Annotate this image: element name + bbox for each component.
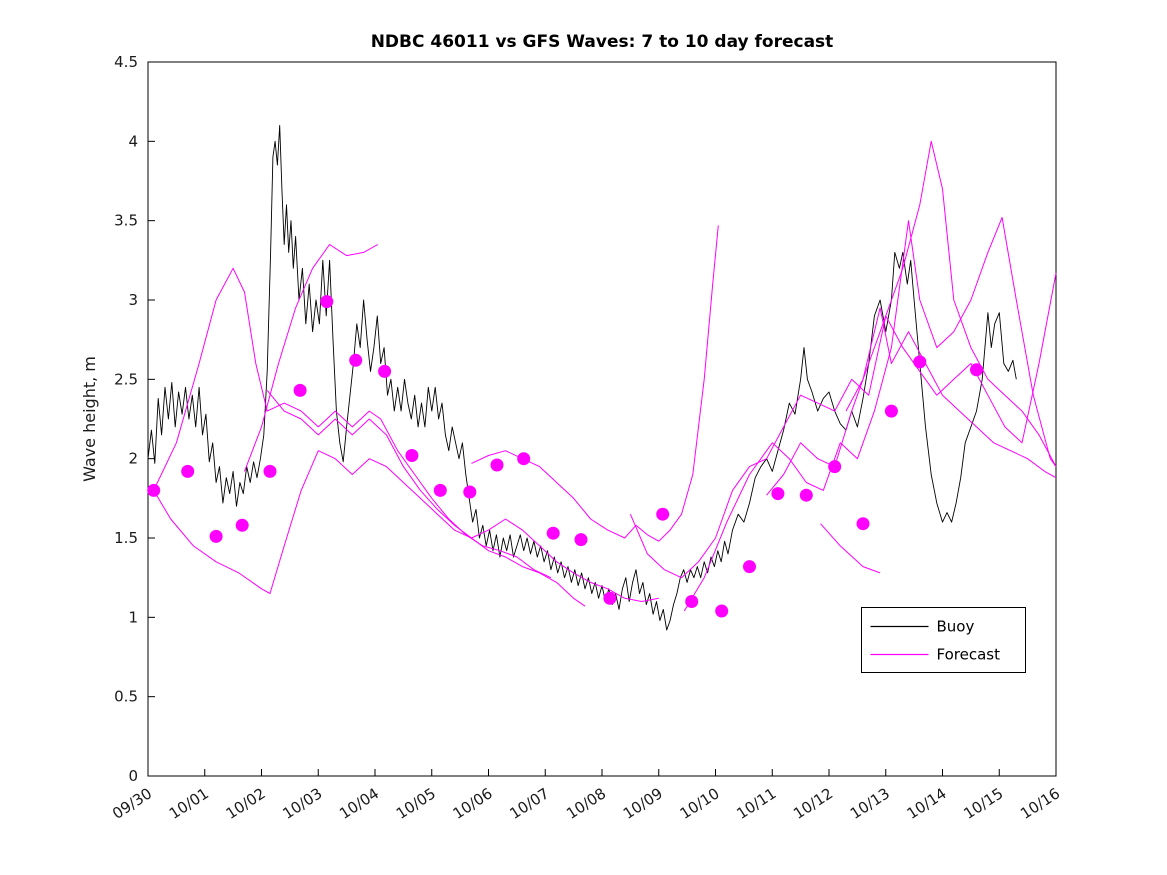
y-axis-label: Wave height, m [80,356,99,482]
forecast-marker [603,591,617,605]
x-tick-label: 10/04 [336,784,382,823]
x-tick-label: 10/13 [847,784,893,823]
x-tick-label: 10/01 [166,784,212,823]
x-tick-label: 10/10 [677,784,723,823]
forecast-marker [517,452,531,466]
y-tick-label: 3.5 [114,212,138,230]
x-tick-label: 10/08 [563,784,609,823]
forecast-line [266,390,659,602]
y-tick-label: 1 [128,608,138,626]
forecast-marker [743,560,756,574]
forecast-marker [320,295,334,309]
forecast-marker [263,464,277,478]
x-tick-label: 10/07 [506,784,552,823]
forecast-marker [147,483,161,497]
forecast-marker [181,464,195,478]
x-tick-label: 10/14 [904,784,950,823]
forecast-line [244,244,379,472]
forecast-marker [405,449,419,462]
forecast-marker [685,595,699,608]
forecast-line [629,140,1057,579]
legend-label: Buoy [937,618,975,636]
x-tick-label: 10/06 [450,784,496,823]
forecast-line [820,523,881,574]
y-tick-label: 4.5 [114,53,138,71]
forecast-line [153,450,586,607]
forecast-marker [463,485,477,499]
buoy-line [147,125,1017,631]
plot-area: 09/30 10/01 10/02 10/03 10/04 10/05 10/06 10/07… [109,53,1063,823]
y-tick-label: 3 [128,291,138,309]
forecast-marker [856,517,870,531]
forecast-marker [771,487,785,501]
forecast-marker [293,383,307,397]
forecast-marker [209,529,223,543]
x-tick-label: 10/12 [790,784,836,823]
y-tick-label: 1.5 [114,529,138,547]
y-tick-label: 2 [128,450,138,468]
x-tick-label: 10/02 [223,784,269,823]
forecast-marker [715,604,729,618]
forecast-line [766,272,1057,496]
forecast-marker [574,533,588,547]
y-tick-label: 0.5 [114,688,138,706]
forecast-marker [970,363,983,377]
forecast-marker [913,355,927,369]
x-tick-label: 10/09 [620,784,666,823]
x-tick-label: 10/11 [733,784,779,823]
x-tick-label: 10/03 [279,784,325,823]
forecast-line [153,267,552,579]
forecast-marker [235,518,249,532]
forecast-marker [656,507,670,521]
x-tick-label: 10/05 [393,784,439,823]
legend-box [861,607,1026,673]
x-tick-label: 10/15 [960,784,1006,823]
forecast-line [845,307,1057,479]
x-tick-label: 10/16 [1017,784,1063,823]
forecast-line [683,217,1057,612]
forecast-marker [378,364,392,378]
forecast-marker [828,460,842,474]
y-tick-label: 2.5 [114,370,138,388]
y-tick-label: 0 [128,767,138,785]
chart-title: NDBC 46011 vs GFS Waves: 7 to 10 day for… [371,32,834,52]
y-tick-label: 4 [128,132,138,150]
x-tick-label: 09/30 [109,784,155,823]
forecast-marker [349,353,363,367]
forecast-line [471,225,719,542]
forecast-marker [433,483,447,497]
forecast-marker [884,404,898,418]
legend-label: Forecast [937,646,1001,664]
forecast-marker [490,458,504,472]
forecast-marker [799,488,813,502]
forecast-marker [546,526,560,540]
